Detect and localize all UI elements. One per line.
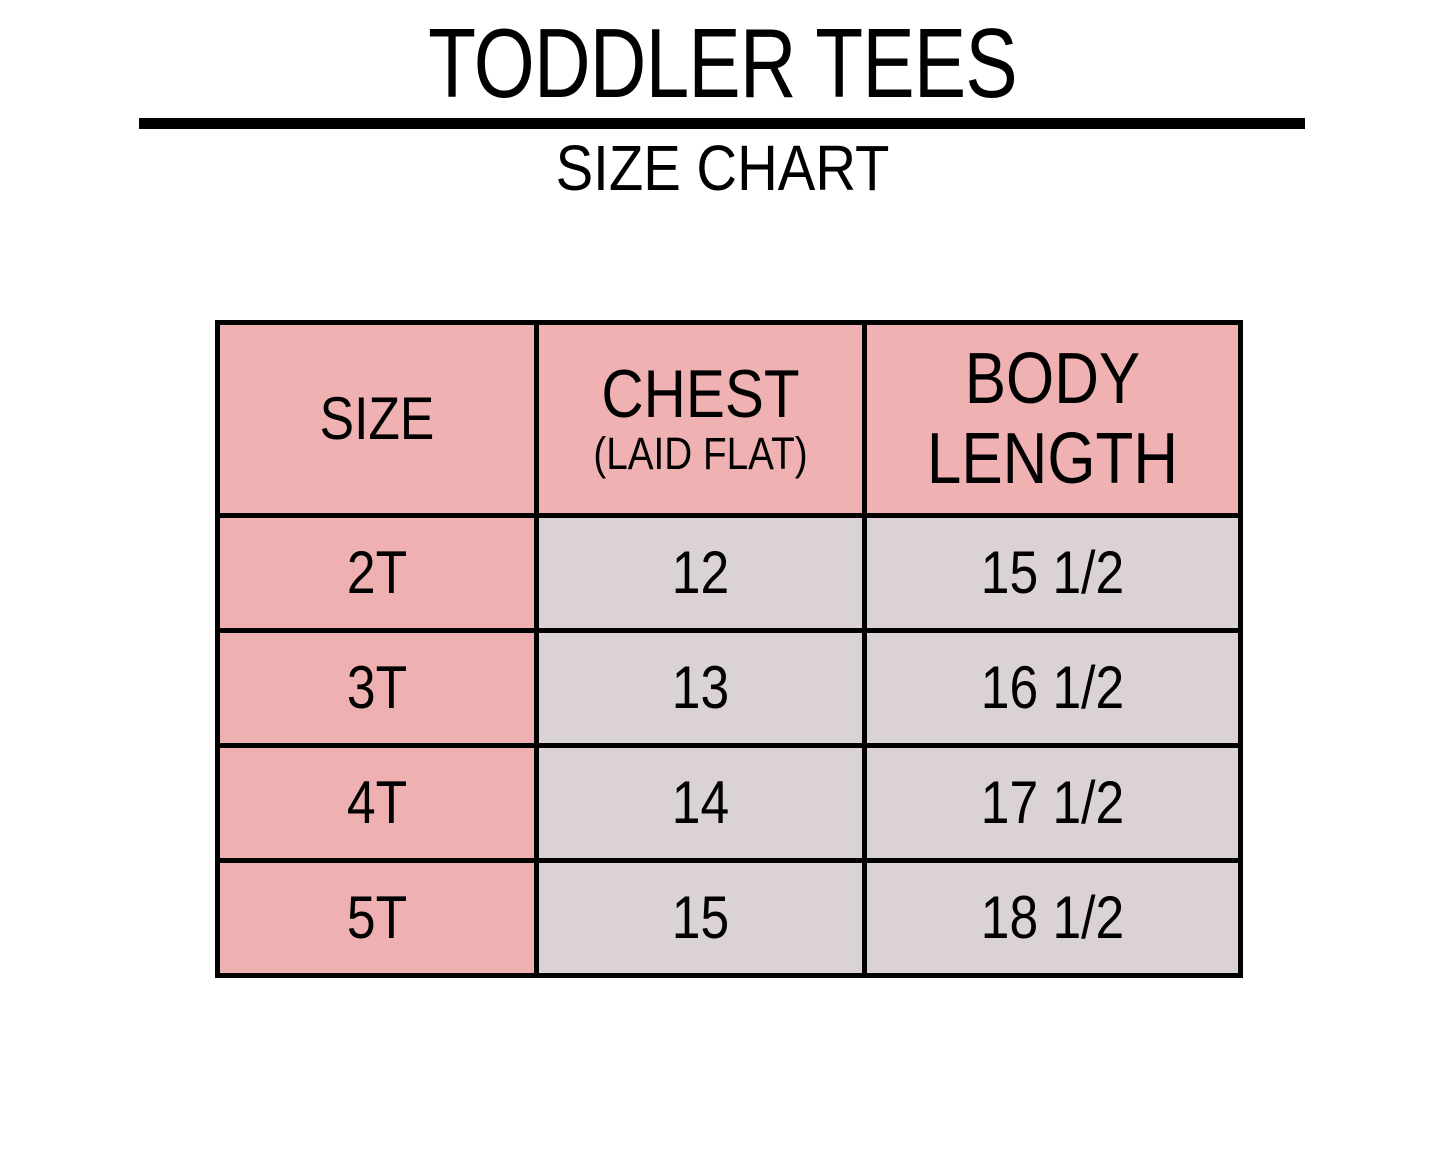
column-header-chest-label: CHEST: [601, 356, 800, 432]
column-header-chest-sublabel: (LAID FLAT): [593, 428, 808, 479]
cell-size: 5T: [215, 858, 539, 978]
size-chart-table: SIZE CHEST (LAID FLAT) BODY LENGTH 2T 12…: [215, 320, 1243, 978]
cell-chest: 13: [534, 628, 867, 748]
column-header-body-length: BODY LENGTH: [862, 320, 1243, 518]
column-header-size: SIZE: [215, 320, 539, 518]
cell-body-length: 17 1/2: [862, 743, 1243, 863]
page-title: TODDLER TEES: [428, 8, 1018, 118]
cell-size: 2T: [215, 513, 539, 633]
cell-body-length: 15 1/2: [862, 513, 1243, 633]
table-row: 3T 13 16 1/2: [215, 628, 1243, 748]
cell-body-length-value: 18 1/2: [980, 884, 1125, 951]
column-header-size-label: SIZE: [319, 385, 435, 452]
page-subtitle: SIZE CHART: [555, 132, 890, 204]
column-header-body-length-line1: BODY: [964, 339, 1141, 419]
cell-body-length: 18 1/2: [862, 858, 1243, 978]
column-header-body-length-line2: LENGTH: [926, 419, 1179, 499]
cell-size-value: 5T: [346, 884, 408, 951]
cell-chest: 15: [534, 858, 867, 978]
column-header-chest: CHEST (LAID FLAT): [534, 320, 867, 518]
title-divider-rule: [139, 118, 1305, 129]
cell-body-length-value: 15 1/2: [980, 539, 1125, 606]
cell-size-value: 3T: [346, 654, 408, 721]
cell-size: 3T: [215, 628, 539, 748]
cell-chest-value: 12: [671, 539, 730, 606]
table-row: 2T 12 15 1/2: [215, 513, 1243, 633]
cell-size-value: 2T: [346, 539, 408, 606]
cell-chest-value: 14: [671, 769, 730, 836]
cell-chest: 12: [534, 513, 867, 633]
cell-chest: 14: [534, 743, 867, 863]
cell-size-value: 4T: [346, 769, 408, 836]
cell-body-length-value: 16 1/2: [980, 654, 1125, 721]
table-header-row: SIZE CHEST (LAID FLAT) BODY LENGTH: [215, 320, 1243, 518]
cell-chest-value: 15: [671, 884, 730, 951]
cell-body-length: 16 1/2: [862, 628, 1243, 748]
cell-size: 4T: [215, 743, 539, 863]
cell-chest-value: 13: [671, 654, 730, 721]
cell-body-length-value: 17 1/2: [980, 769, 1125, 836]
table-row: 4T 14 17 1/2: [215, 743, 1243, 863]
table-row: 5T 15 18 1/2: [215, 858, 1243, 978]
